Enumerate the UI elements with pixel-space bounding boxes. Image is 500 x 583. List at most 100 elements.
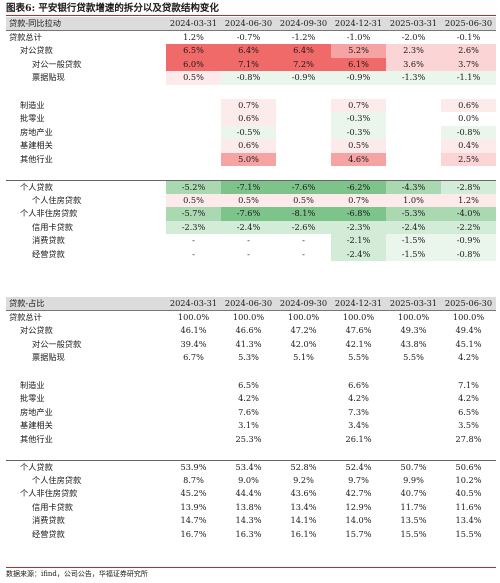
value-cell: -2.8% bbox=[441, 179, 496, 194]
value-cell: -1.5% bbox=[386, 234, 441, 248]
value-cell: 5.1% bbox=[293, 352, 314, 363]
value-cell: 42.1% bbox=[345, 338, 372, 349]
value-cell: 16.7% bbox=[180, 528, 207, 539]
value-cell: -2.0% bbox=[401, 32, 426, 42]
value-cell bbox=[386, 392, 441, 406]
header-row: 贷款-同比拉动 2024-03-31 2024-06-30 2024-09-30 202… bbox=[6, 17, 496, 31]
column-header: 2024-06-30 bbox=[221, 297, 276, 311]
value-cell: 15.7% bbox=[345, 528, 372, 539]
value-cell: 3.7% bbox=[441, 57, 496, 71]
row-label: 个人非住房贷款 bbox=[20, 488, 78, 499]
value-cell: 6.7% bbox=[183, 352, 204, 363]
loan-share-table: 贷款-占比 2024-03-31 2024-06-30 2024-09-30 2024-… bbox=[6, 297, 496, 541]
value-cell: 5.3% bbox=[238, 352, 259, 363]
value-cell: 13.4% bbox=[455, 515, 482, 526]
value-cell: 13.4% bbox=[290, 501, 317, 512]
value-cell: -1.2% bbox=[291, 32, 316, 42]
value-cell: 1.2% bbox=[441, 193, 496, 207]
value-cell: 3.1% bbox=[238, 420, 259, 431]
value-cell: 2.5% bbox=[441, 152, 496, 166]
value-cell: 6.4% bbox=[221, 44, 276, 58]
value-cell: 46.1% bbox=[180, 325, 207, 336]
table-row: 票据贴现 0.5% -0.8% -0.9% -0.9% -1.3% -1.1% bbox=[6, 71, 496, 85]
value-cell: 6.5% bbox=[166, 44, 221, 58]
table-row: 经营贷款 16.7% 16.3% 16.1% 15.7% 15.5% 15.5% bbox=[6, 528, 496, 542]
value-cell: 0.5% bbox=[331, 139, 386, 153]
value-cell: -7.1% bbox=[221, 179, 276, 194]
value-cell bbox=[276, 99, 331, 113]
value-cell: 15.5% bbox=[400, 528, 427, 539]
value-cell: - bbox=[302, 235, 305, 246]
value-cell: 2.3% bbox=[386, 44, 441, 58]
value-cell: 6.4% bbox=[276, 44, 331, 58]
value-cell bbox=[166, 392, 221, 406]
value-cell: -2.2% bbox=[441, 220, 496, 234]
value-cell bbox=[386, 112, 441, 126]
column-header: 2024-12-31 bbox=[331, 297, 386, 311]
value-cell: 50.6% bbox=[441, 459, 496, 474]
value-cell: - bbox=[247, 235, 250, 246]
value-cell: 100.0% bbox=[342, 312, 375, 322]
value-cell: 11.6% bbox=[455, 501, 482, 512]
column-header: 2025-06-30 bbox=[441, 297, 496, 311]
value-cell: 52.8% bbox=[276, 459, 331, 474]
row-label: 制造业 bbox=[20, 99, 45, 110]
value-cell bbox=[166, 126, 221, 140]
row-label: 个人非住房贷款 bbox=[20, 208, 78, 219]
value-cell bbox=[276, 406, 331, 420]
value-cell: 11.7% bbox=[400, 501, 427, 512]
value-cell: -1.5% bbox=[386, 247, 441, 261]
value-cell: 40.5% bbox=[455, 488, 482, 499]
table-row: 制造业 6.5% 6.6% 7.1% bbox=[6, 379, 496, 393]
value-cell: 2.6% bbox=[441, 44, 496, 58]
value-cell: 15.5% bbox=[455, 528, 482, 539]
spacer-cell bbox=[6, 365, 496, 379]
value-cell: 45.2% bbox=[180, 488, 207, 499]
figure-title: 图表6: 平安银行贷款增速的拆分以及贷款结构变化 bbox=[6, 3, 219, 14]
value-cell: -0.9% bbox=[331, 71, 386, 85]
value-cell bbox=[166, 419, 221, 433]
value-cell: 3.5% bbox=[458, 420, 479, 431]
table-row: 个人贷款 53.9% 53.4% 52.8% 52.4% 50.7% 50.6% bbox=[6, 459, 496, 474]
value-cell: - bbox=[192, 235, 195, 246]
value-cell: 8.7% bbox=[183, 474, 204, 485]
table-row: 个人住房贷款 8.7% 9.0% 9.2% 9.7% 9.9% 10.2% bbox=[6, 474, 496, 488]
value-cell: 6.0% bbox=[166, 57, 221, 71]
row-label: 对公一般贷款 bbox=[32, 58, 82, 69]
row-label: 消费贷款 bbox=[32, 235, 65, 246]
value-cell: 5.5% bbox=[348, 352, 369, 363]
value-cell: 6.1% bbox=[331, 57, 386, 71]
row-label: 其他行业 bbox=[20, 153, 53, 164]
value-cell: -2.3% bbox=[166, 220, 221, 234]
row-label: 消费贷款 bbox=[32, 515, 65, 526]
value-cell: 13.5% bbox=[400, 515, 427, 526]
value-cell bbox=[386, 139, 441, 153]
value-cell: 0.5% bbox=[166, 71, 221, 85]
value-cell: 6.5% bbox=[458, 406, 479, 417]
loan-growth-contribution-table: 贷款-同比拉动 2024-03-31 2024-06-30 2024-09-30 202… bbox=[6, 17, 496, 261]
value-cell: - bbox=[302, 248, 305, 259]
value-cell: 39.4% bbox=[180, 338, 207, 349]
value-cell bbox=[166, 139, 221, 153]
spacer-cell bbox=[6, 446, 496, 460]
value-cell: -6.8% bbox=[331, 207, 386, 221]
value-cell: 0.7% bbox=[331, 98, 386, 112]
value-cell: 9.0% bbox=[238, 474, 259, 485]
value-cell bbox=[386, 379, 441, 393]
value-cell bbox=[386, 153, 441, 167]
value-cell: 4.6% bbox=[331, 152, 386, 166]
value-cell: 0.6% bbox=[221, 112, 276, 126]
value-cell bbox=[276, 433, 331, 447]
value-cell: 7.1% bbox=[458, 379, 479, 390]
value-cell: 47.6% bbox=[345, 325, 372, 336]
row-label: 制造业 bbox=[20, 379, 45, 390]
row-label: 个人贷款 bbox=[6, 459, 166, 474]
table-row: 经营贷款 - - - -2.4% -1.5% -0.8% bbox=[6, 247, 496, 261]
value-cell bbox=[166, 406, 221, 420]
value-cell: -0.3% bbox=[331, 125, 386, 139]
value-cell: -6.2% bbox=[331, 179, 386, 194]
value-cell: -0.5% bbox=[221, 125, 276, 139]
value-cell: 100.0% bbox=[287, 312, 320, 322]
value-cell: 4.2% bbox=[238, 393, 259, 404]
row-label: 批零业 bbox=[20, 393, 45, 404]
